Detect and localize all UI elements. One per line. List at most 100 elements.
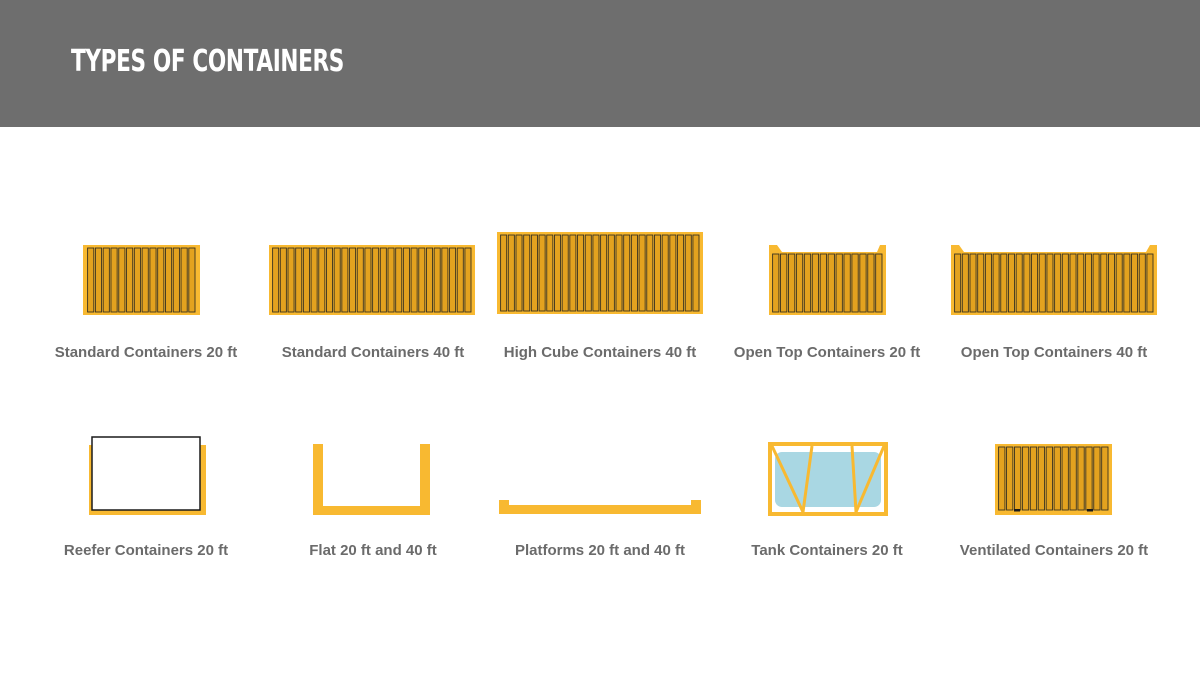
container-rib <box>500 234 508 312</box>
container-rib <box>875 253 883 313</box>
container-rib <box>827 253 835 313</box>
container-rib <box>295 247 303 313</box>
container-rib <box>984 253 992 313</box>
container-label-flat: Flat 20 ft and 40 ft <box>309 542 437 559</box>
container-rib <box>426 247 433 313</box>
flat-container-icon <box>313 444 430 515</box>
container-rib <box>1037 446 1046 511</box>
container-rib <box>341 247 349 313</box>
container-label-standard-20: Standard Containers 20 ft <box>54 344 238 361</box>
container-rib <box>1029 446 1038 511</box>
container-rib <box>867 253 875 313</box>
tank-20-container-icon <box>768 442 888 516</box>
container-rib <box>326 247 333 313</box>
container-rib <box>646 234 654 312</box>
container-rib <box>165 247 173 313</box>
container-rib <box>961 253 969 313</box>
container-rib <box>523 234 531 312</box>
container-rib <box>623 234 631 312</box>
container-rib <box>1092 253 1100 313</box>
container-rib <box>172 247 180 313</box>
container-rib <box>1100 253 1108 313</box>
container-rib <box>279 247 287 313</box>
container-rib <box>372 247 380 313</box>
platform-container-icon <box>499 500 701 514</box>
container-rib <box>1138 253 1146 313</box>
container-rib <box>772 253 780 313</box>
container-rib <box>180 247 188 313</box>
container-label-high-cube-40: High Cube Containers 40 ft <box>503 344 697 361</box>
container-rib <box>1077 253 1085 313</box>
open-top-20-container-icon <box>769 245 886 315</box>
container-rib <box>395 247 403 313</box>
vent-slot-right-icon <box>1087 509 1093 512</box>
container-rib <box>1038 253 1046 313</box>
container-rib <box>1015 253 1023 313</box>
container-rib <box>1131 253 1139 313</box>
container-rib <box>1069 446 1077 511</box>
container-rib <box>149 247 157 313</box>
container-rib <box>318 247 326 313</box>
standard-20-container-icon <box>83 245 200 315</box>
container-rib <box>1084 253 1092 313</box>
container-rib <box>684 234 692 312</box>
container-rib <box>102 247 110 313</box>
ventilated-20-container-icon <box>995 444 1112 515</box>
container-rib <box>977 253 985 313</box>
container-rib <box>433 247 441 313</box>
container-rib <box>387 247 395 313</box>
container-rib <box>843 253 851 313</box>
container-label-tank-20: Tank Containers 20 ft <box>751 542 903 559</box>
container-rib <box>600 234 608 312</box>
container-rib <box>1053 446 1061 511</box>
container-rib <box>441 247 449 313</box>
container-rib <box>310 247 318 313</box>
container-rib <box>133 247 141 313</box>
container-rib <box>1085 446 1093 511</box>
container-rib <box>538 234 546 312</box>
container-rib <box>584 234 592 312</box>
vent-slot-left-icon <box>1014 509 1020 512</box>
container-rib <box>969 253 977 313</box>
container-label-standard-40: Standard Containers 40 ft <box>281 344 465 361</box>
container-rib <box>1046 253 1054 313</box>
container-rib <box>638 234 646 312</box>
container-rib <box>795 253 804 313</box>
container-rib <box>1077 446 1085 511</box>
container-rib <box>998 446 1006 511</box>
container-rib <box>1000 253 1008 313</box>
container-rib <box>546 234 554 312</box>
container-rib <box>1023 253 1031 313</box>
container-rib <box>1061 253 1069 313</box>
container-rib <box>410 247 418 313</box>
container-rib <box>561 234 569 312</box>
container-rib <box>592 234 600 312</box>
container-rib <box>110 247 118 313</box>
container-rib <box>654 234 661 312</box>
container-rib <box>1146 253 1154 313</box>
container-rib <box>87 247 95 313</box>
container-rib <box>94 247 103 313</box>
container-rib <box>1008 253 1015 313</box>
container-rib <box>349 247 357 313</box>
container-rib <box>287 247 295 313</box>
container-rib <box>507 234 515 312</box>
container-rib <box>1045 446 1053 511</box>
container-label-reefer-20: Reefer Containers 20 ft <box>63 542 229 559</box>
container-rib <box>819 253 827 313</box>
container-rib <box>118 247 126 313</box>
container-rib <box>669 234 677 312</box>
container-rib <box>449 247 457 313</box>
container-rib <box>402 247 410 313</box>
container-rib <box>1054 253 1062 313</box>
high-cube-40-container-icon <box>497 232 703 314</box>
standard-40-container-icon <box>269 245 475 315</box>
page-title: TYPES OF CONTAINERS <box>71 44 344 79</box>
container-rib <box>1101 446 1109 511</box>
container-rib <box>954 253 962 313</box>
container-rib <box>126 247 134 313</box>
container-label-platforms: Platforms 20 ft and 40 ft <box>514 542 686 559</box>
container-rib <box>851 253 859 313</box>
